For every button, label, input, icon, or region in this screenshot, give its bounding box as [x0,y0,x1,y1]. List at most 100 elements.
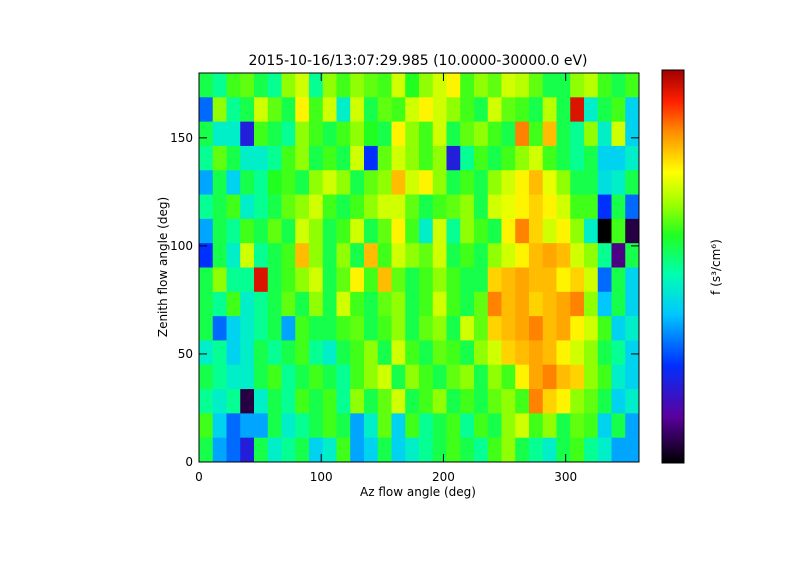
x-tick-label: 200 [432,470,455,484]
heatmap-cell [432,170,447,195]
heatmap-cell [212,170,227,195]
heatmap-cell [309,145,324,171]
heatmap-cell [611,389,626,414]
heatmap-cell [405,194,420,220]
heatmap-cell [501,97,516,123]
heatmap-cell [309,413,324,439]
heatmap-cell [542,389,557,414]
heatmap-cell [199,73,214,98]
heatmap-cell [460,97,475,123]
heatmap-cell [542,97,557,123]
heatmap-cell [322,170,337,195]
heatmap-cell [611,364,626,390]
heatmap-cell [240,73,255,98]
heatmap-cell [460,243,475,268]
heatmap-cell [419,364,434,390]
heatmap-cell [391,413,406,439]
heatmap-cell [597,194,612,220]
heatmap-cell [405,437,420,463]
heatmap-cell [281,218,296,244]
heatmap-cell [487,267,502,293]
heatmap-cell [254,243,269,268]
heatmap-cell [584,97,599,123]
heatmap-cell [295,364,310,390]
y-tick-label: 50 [178,347,193,361]
heatmap-cell [267,364,282,390]
heatmap-cell [254,267,269,293]
heatmap-cell [529,194,544,220]
heatmap-cell [515,389,530,414]
heatmap-cell [295,194,310,220]
heatmap-cell [405,364,420,390]
heatmap-cell [474,267,489,293]
heatmap-cell [625,437,640,463]
heatmap-cell [515,121,530,147]
heatmap-cell [267,389,282,414]
heatmap-cell [199,243,214,268]
heatmap-cell [377,73,392,98]
heatmap-cell [419,389,434,414]
heatmap-cell [254,218,269,244]
heatmap-cell [212,389,227,414]
heatmap-cell [254,73,269,98]
heatmap-cell [474,121,489,147]
heatmap-cell [584,316,599,341]
heatmap-cell [446,73,461,98]
heatmap-cell [556,316,571,341]
y-tick-label: 0 [185,455,193,469]
heatmap-cell [419,170,434,195]
heatmap-cell [584,194,599,220]
heatmap-cell [570,121,585,147]
heatmap-cell [336,145,351,171]
heatmap-cell [281,291,296,317]
heatmap-cell [199,316,214,341]
x-tick-label: 100 [310,470,333,484]
heatmap-cell [364,267,379,293]
heatmap-cell [584,170,599,195]
heatmap-cell [556,194,571,220]
heatmap-cell [281,340,296,366]
heatmap-cell [295,316,310,341]
heatmap-cell [240,121,255,147]
heatmap-cell [226,145,241,171]
heatmap-cell [611,145,626,171]
heatmap-cell [432,97,447,123]
heatmap-cell [322,389,337,414]
heatmap-cell [529,73,544,98]
heatmap-cell [364,340,379,366]
heatmap-cell [570,267,585,293]
heatmap-cell [556,413,571,439]
heatmap-cell [446,97,461,123]
heatmap-cell [625,121,640,147]
heatmap-cell [515,267,530,293]
heatmap-cell [199,97,214,123]
heatmap-cell [240,437,255,463]
heatmap-cell [336,267,351,293]
heatmap-cell [212,267,227,293]
heatmap-cell [597,340,612,366]
heatmap-cell [515,364,530,390]
heatmap-cell [556,364,571,390]
heatmap-cell [212,291,227,317]
heatmap-cell [556,170,571,195]
heatmap-cell [405,73,420,98]
heatmap-cell [474,437,489,463]
heatmap-cell [501,218,516,244]
heatmap-cell [474,170,489,195]
heatmap-cell [597,267,612,293]
heatmap-cell [336,413,351,439]
heatmap-cell [446,316,461,341]
heatmap-cell [432,364,447,390]
heatmap-cell [199,364,214,390]
heatmap-cell [419,121,434,147]
heatmap-cell [432,291,447,317]
heatmap-cell [460,170,475,195]
heatmap-cell [350,340,365,366]
heatmap-cell [474,291,489,317]
heatmap-cell [267,243,282,268]
heatmap-cell [364,145,379,171]
heatmap-cell [487,145,502,171]
heatmap-cell [611,194,626,220]
heatmap-cell [611,291,626,317]
heatmap-cell [597,243,612,268]
